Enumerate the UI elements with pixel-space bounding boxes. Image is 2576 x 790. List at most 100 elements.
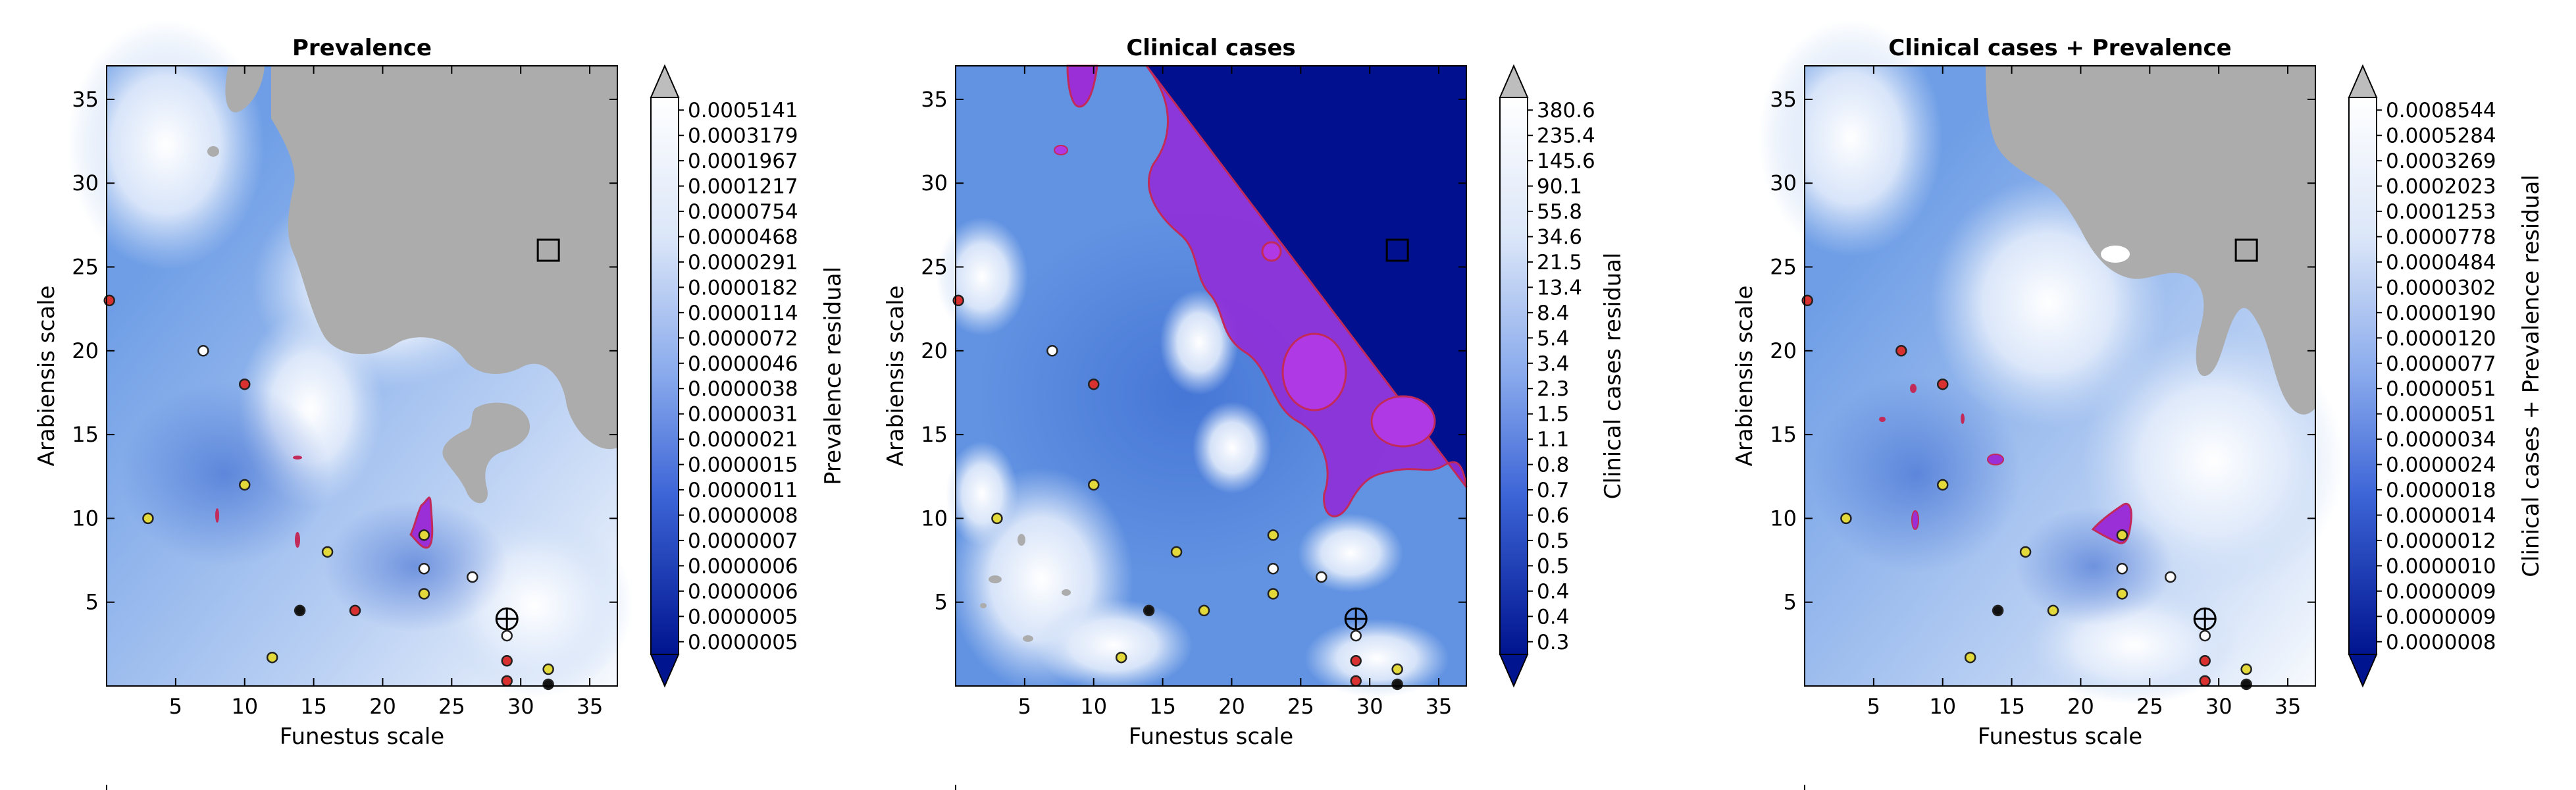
y-tick-label: 35 <box>72 87 99 112</box>
light-blob <box>936 217 1028 336</box>
data-point <box>467 571 478 583</box>
x-tick-label: 25 <box>1287 694 1314 719</box>
x-tick-label: 10 <box>231 694 258 719</box>
y-axis-label: Arabiensis scale <box>1732 286 1758 467</box>
colorbar-tick-label: 0.0000007 <box>688 529 798 553</box>
y-tick-label: 30 <box>72 171 99 196</box>
colorbar-label: Prevalence residual <box>820 267 846 485</box>
data-point <box>418 588 430 600</box>
colorbar-label: Clinical cases residual <box>1600 253 1626 500</box>
data-point <box>103 294 115 307</box>
data-points <box>952 294 1403 691</box>
light-blob <box>1304 619 1449 698</box>
colorbar-tick-label: 0.5 <box>1537 529 1569 553</box>
colorbar-tick-label: 0.0000010 <box>2386 554 2496 578</box>
data-point <box>1350 629 1362 642</box>
x-tick-label: 35 <box>1426 694 1453 719</box>
colorbar-tick-label: 0.0000009 <box>2386 580 2496 604</box>
y-tick-label: 20 <box>1770 338 1797 363</box>
colorbar-tick-label: 0.0000014 <box>2386 504 2496 528</box>
data-point <box>1198 604 1210 617</box>
data-point <box>1267 588 1279 600</box>
colorbar-tick-label: 0.0000021 <box>688 428 798 452</box>
square-marker <box>2234 238 2258 262</box>
colorbar-tick-label: 235.4 <box>1537 124 1595 148</box>
dark-blob <box>324 500 508 632</box>
colorbar-tick-label: 0.0003179 <box>688 124 798 148</box>
data-point <box>1391 678 1403 691</box>
colorbar-tick-label: 0.0000120 <box>2386 327 2496 350</box>
red-speck <box>1910 384 1917 393</box>
x-tick-label: 5 <box>1867 694 1880 719</box>
y-axis-label: Arabiensis scale <box>34 286 60 467</box>
y-tick-label: 25 <box>72 255 99 280</box>
data-point <box>1046 345 1058 357</box>
red-speck <box>1911 510 1919 530</box>
colorbar-tick-label: 0.0005141 <box>688 99 798 122</box>
x-tick-label: 5 <box>1018 694 1031 719</box>
colorbar-tick-label: 0.0000754 <box>688 200 798 224</box>
y-tick-label: 15 <box>921 422 948 447</box>
y-tick-label: 30 <box>1770 171 1797 196</box>
y-tick-label: 15 <box>1770 422 1797 447</box>
colorbar-tick-label: 3.4 <box>1537 352 1569 376</box>
colorbar-tick-label: 0.0008544 <box>2386 99 2496 122</box>
dark-blob <box>2015 507 2173 625</box>
y-tick-label: 5 <box>86 590 99 615</box>
light-blob <box>1035 599 1193 691</box>
x-tick-label: 25 <box>2136 694 2163 719</box>
x-tick-label: 20 <box>369 694 396 719</box>
grey-speck <box>989 575 1002 583</box>
data-point <box>266 651 278 664</box>
grey-region-small <box>225 66 265 113</box>
colorbar-top-arrow <box>1499 64 1529 98</box>
y-axis-label: Arabiensis scale <box>883 286 909 467</box>
data-point <box>2240 678 2252 691</box>
data-point <box>542 678 554 691</box>
colorbar-tick-label: 0.0001217 <box>688 175 798 199</box>
colorbar-tick-label: 0.0005284 <box>2386 124 2496 148</box>
grey-speck <box>1018 534 1025 546</box>
light-blob <box>1160 290 1239 395</box>
colorbar-tick-label: 8.4 <box>1537 302 1569 325</box>
red-speck <box>1987 454 2004 465</box>
data-point <box>1895 345 1907 357</box>
y-tick-label: 35 <box>921 87 948 112</box>
purple-region-top <box>1066 65 1098 108</box>
colorbar-tick-label: 1.1 <box>1537 428 1569 452</box>
light-blob <box>67 20 265 270</box>
colorbar-ticks: 0.00051410.00031790.00019670.00012170.00… <box>679 99 798 654</box>
purple-blob <box>1281 332 1347 411</box>
data-point <box>1087 479 1100 491</box>
axis-ticks: 5 10 15 20 25 30 35 5 10 15 20 25 30 35 <box>1770 66 2315 719</box>
colorbar-tick-label: 0.0000005 <box>688 605 798 629</box>
data-point <box>238 479 251 491</box>
data-point <box>1350 675 1362 687</box>
light-blob <box>1298 514 1403 592</box>
colorbar-tick-label: 0.0001967 <box>688 149 798 173</box>
data-point <box>542 663 554 675</box>
grey-speck <box>1023 635 1033 642</box>
x-tick-label: 25 <box>438 694 465 719</box>
data-point <box>1267 563 1279 575</box>
colorbar-tick-label: 0.0000011 <box>688 479 798 502</box>
dark-blob <box>1811 375 2022 573</box>
plot-area: 5 10 15 20 25 30 35 5 10 15 20 25 30 35 <box>921 65 1468 719</box>
data-point <box>2116 588 2128 600</box>
colorbar-tick-label: 13.4 <box>1537 276 1582 300</box>
panel-title: Clinical cases <box>1126 35 1295 61</box>
colorbar-tick-label: 0.0000051 <box>2386 377 2496 401</box>
grey-region-top <box>1986 66 2315 415</box>
data-point <box>1964 651 1976 664</box>
panel-clinical-cases: 5 10 15 20 25 30 35 5 10 15 20 25 30 35 Clinical case… <box>883 35 1626 750</box>
target-marker <box>495 607 519 631</box>
x-axis-label: Funestus scale <box>1978 724 2142 750</box>
data-point <box>142 512 154 525</box>
data-point <box>501 675 513 687</box>
grey-speck <box>1062 589 1071 596</box>
data-point <box>197 345 209 357</box>
colorbar: 0.00051410.00031790.00019670.00012170.00… <box>650 64 798 688</box>
colorbar-tick-label: 2.3 <box>1537 377 1569 401</box>
x-tick-label: 30 <box>1356 694 1383 719</box>
data-point <box>321 546 334 558</box>
